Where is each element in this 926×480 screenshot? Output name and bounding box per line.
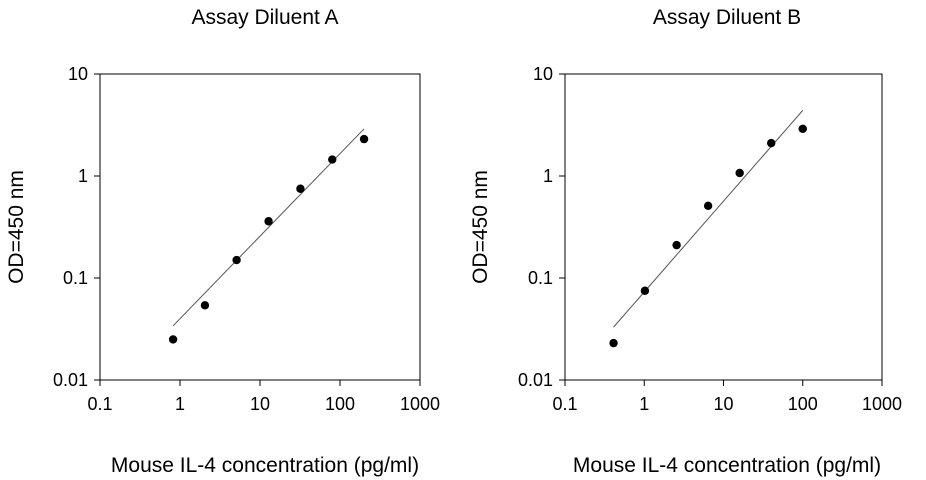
x-tick-label: 100 — [788, 394, 818, 414]
plot-frame — [564, 73, 883, 381]
x-tick-label: 100 — [325, 394, 355, 414]
chart-title: Assay Diluent B — [653, 6, 801, 29]
x-tick-label: 1 — [175, 394, 185, 414]
x-axis-title: Mouse IL-4 concentration (pg/ml) — [111, 454, 419, 477]
x-tick-label: 0.1 — [87, 394, 112, 414]
data-point — [296, 184, 305, 193]
y-axis-title: OD=450 nm — [5, 170, 28, 284]
data-point — [359, 134, 369, 144]
data-point — [328, 155, 337, 164]
y-tick-label: 1 — [78, 166, 88, 186]
data-point — [798, 124, 807, 134]
y-tick-label: 0.1 — [63, 268, 88, 288]
data-point — [232, 255, 241, 265]
data-point — [168, 335, 178, 344]
plot-frame — [99, 73, 421, 381]
data-point — [640, 286, 650, 295]
data-point — [703, 201, 713, 211]
panel-assay-diluent-b: Assay Diluent B Mouse IL-4 concentration… — [469, 6, 902, 477]
chart-title: Assay Diluent A — [191, 6, 338, 29]
x-axis-title: Mouse IL-4 concentration (pg/ml) — [573, 454, 881, 477]
x-tick-label: 10 — [250, 394, 270, 414]
data-point — [200, 301, 210, 310]
panel-assay-diluent-a: Assay Diluent A Mouse IL-4 concentration… — [5, 6, 440, 477]
x-tick-label: 0.1 — [552, 394, 577, 414]
y-tick-label: 10 — [68, 64, 88, 84]
x-tick-label: 1000 — [400, 394, 440, 414]
data-point — [264, 217, 273, 226]
data-point — [735, 168, 744, 178]
x-tick-label: 1000 — [862, 394, 902, 414]
x-tick-label: 1 — [639, 394, 649, 414]
data-point — [767, 138, 776, 148]
y-tick-label: 0.01 — [518, 370, 553, 390]
y-axis-title: OD=450 nm — [469, 170, 492, 284]
y-tick-label: 0.01 — [53, 370, 88, 390]
data-point — [672, 240, 681, 250]
y-tick-label: 0.1 — [528, 268, 553, 288]
y-tick-label: 1 — [543, 166, 553, 186]
data-point — [609, 338, 618, 348]
y-tick-label: 10 — [533, 64, 553, 84]
x-tick-label: 10 — [713, 394, 733, 414]
